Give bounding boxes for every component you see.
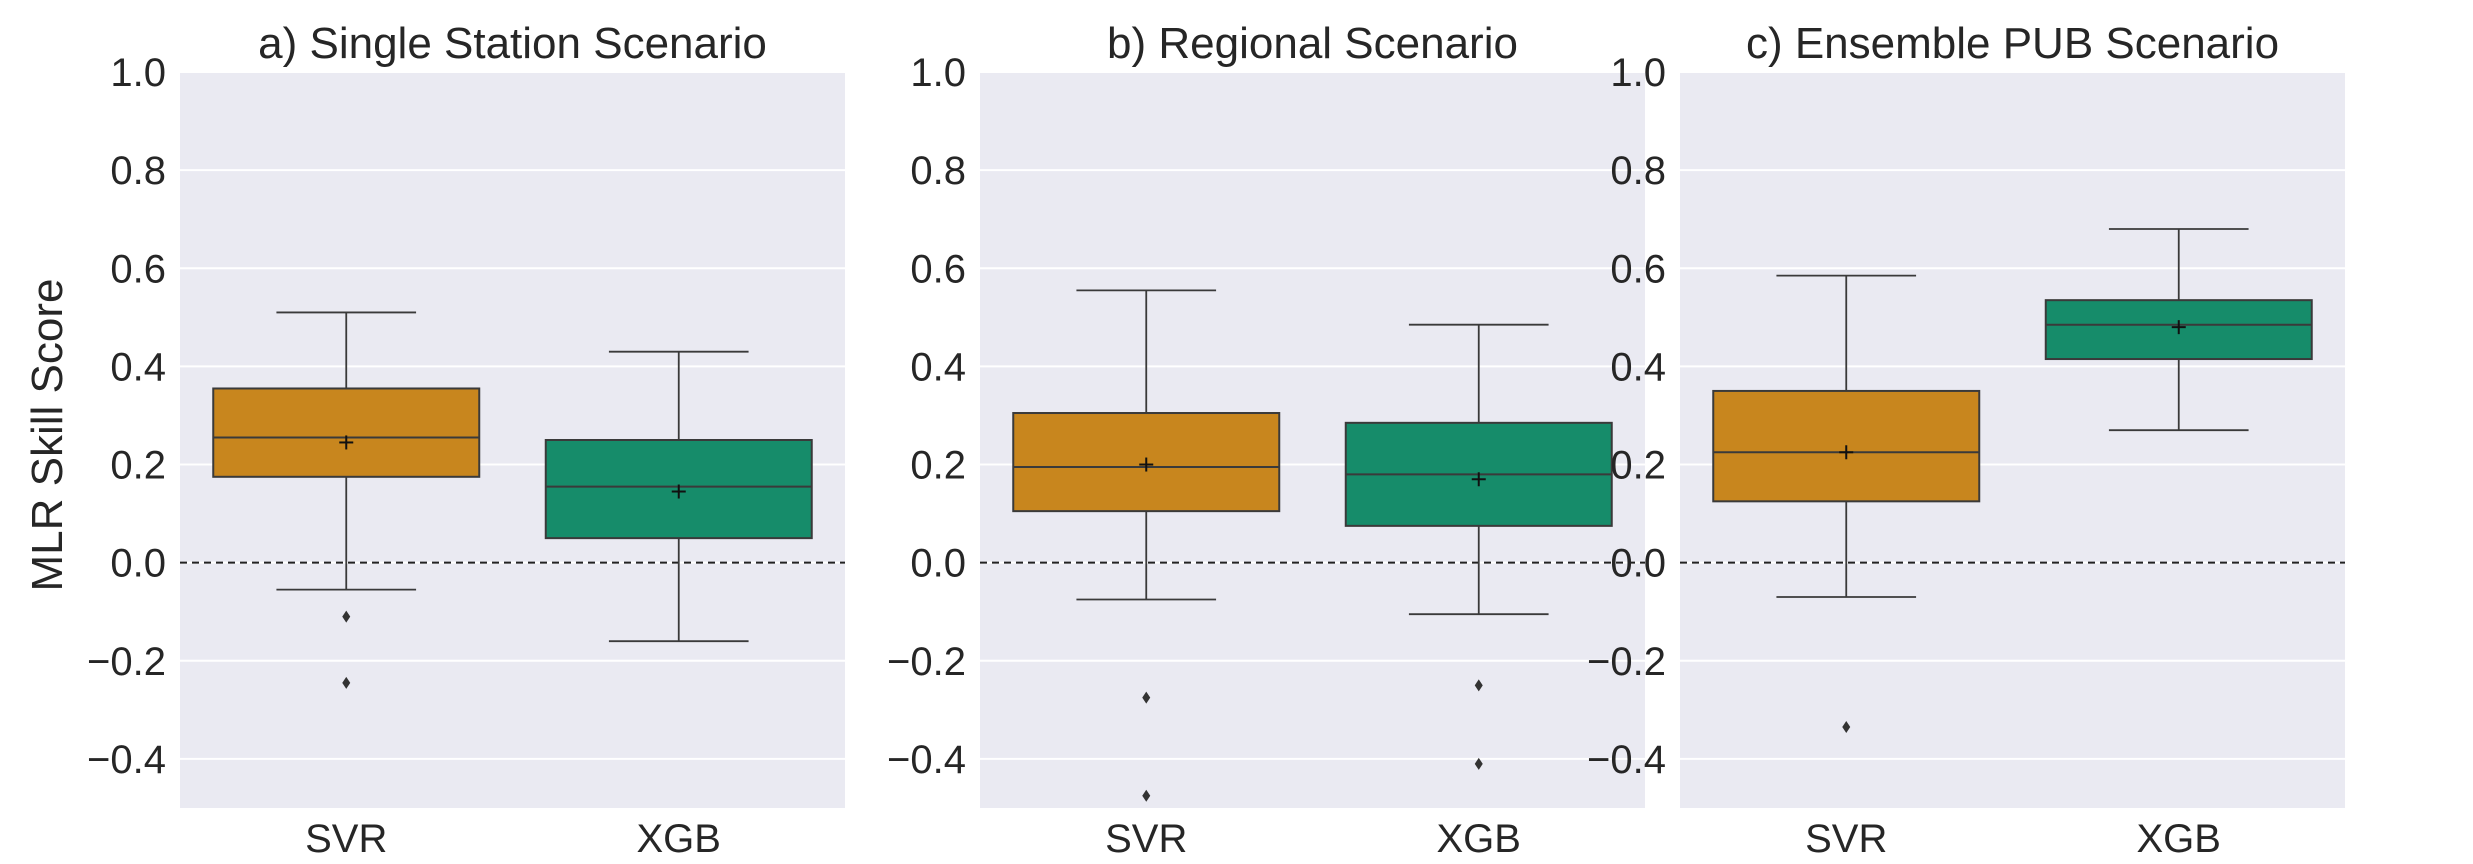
y-tick-label: 0.2 bbox=[110, 444, 166, 488]
x-tick-label: XGB bbox=[2137, 817, 2221, 861]
y-tick-label: 1.0 bbox=[110, 51, 166, 95]
y-tick-label: 0.2 bbox=[1610, 444, 1666, 488]
panel-title: c) Ensemble PUB Scenario bbox=[1746, 19, 2279, 68]
x-tick-label: SVR bbox=[305, 817, 387, 861]
panel-title: b) Regional Scenario bbox=[1107, 19, 1518, 68]
box-svr bbox=[1712, 274, 1981, 734]
y-tick-label: −0.4 bbox=[887, 738, 966, 782]
x-tick-label: SVR bbox=[1805, 817, 1887, 861]
x-tick-label: SVR bbox=[1105, 817, 1187, 861]
panel-3: −0.4 −0.2 0.0 0.2 0.4 0.6 0.8 1.0 c) Ensemble PU… bbox=[1587, 19, 2345, 861]
outlier-point bbox=[342, 676, 351, 689]
y-tick-label: 0.8 bbox=[110, 149, 166, 193]
outlier-point bbox=[1474, 757, 1483, 770]
outlier-point bbox=[1842, 721, 1851, 734]
iqr-box bbox=[212, 387, 481, 478]
iqr-box bbox=[544, 439, 813, 540]
y-tick-label: 0.4 bbox=[910, 345, 966, 389]
x-tick-label: XGB bbox=[1437, 817, 1521, 861]
y-axis-label: MLR Skill Score bbox=[23, 279, 72, 592]
panel-2: −0.4 −0.2 0.0 0.2 0.4 0.6 0.8 1.0 b) Regional Sc… bbox=[887, 19, 1645, 861]
box-svr bbox=[212, 311, 481, 689]
y-tick-label: 0.2 bbox=[910, 444, 966, 488]
y-tick-label: 0.6 bbox=[1610, 247, 1666, 291]
y-tick-label: −0.2 bbox=[1587, 640, 1666, 684]
y-tick-label: 0.4 bbox=[1610, 345, 1666, 389]
outlier-point bbox=[1474, 679, 1483, 692]
panel-1: −0.4 −0.2 0.0 0.2 0.4 0.6 0.8 1.0 a) Single Stat… bbox=[87, 19, 845, 861]
y-tick-label: −0.4 bbox=[1587, 738, 1666, 782]
y-tick-label: −0.2 bbox=[887, 640, 966, 684]
panel-title: a) Single Station Scenario bbox=[258, 19, 767, 68]
box-xgb bbox=[544, 350, 813, 643]
box-xgb bbox=[1344, 323, 1613, 770]
y-tick-label: 1.0 bbox=[910, 51, 966, 95]
y-tick-label: −0.2 bbox=[87, 640, 166, 684]
y-tick-label: −0.4 bbox=[87, 738, 166, 782]
y-tick-label: 1.0 bbox=[1610, 51, 1666, 95]
outlier-point bbox=[1142, 691, 1151, 704]
x-tick-label: XGB bbox=[637, 817, 721, 861]
y-tick-label: 0.0 bbox=[1610, 542, 1666, 586]
y-tick-label: 0.8 bbox=[910, 149, 966, 193]
y-tick-label: 0.4 bbox=[110, 345, 166, 389]
y-tick-label: 0.6 bbox=[910, 247, 966, 291]
box-xgb bbox=[2044, 228, 2313, 432]
y-tick-label: 0.6 bbox=[110, 247, 166, 291]
y-tick-label: 0.8 bbox=[1610, 149, 1666, 193]
panels-group: −0.4 −0.2 0.0 0.2 0.4 0.6 0.8 1.0 a) Single Stat… bbox=[87, 19, 2345, 861]
y-tick-label: 0.0 bbox=[910, 542, 966, 586]
outlier-point bbox=[342, 610, 351, 623]
outlier-point bbox=[1142, 789, 1151, 802]
box-svr bbox=[1012, 289, 1281, 802]
y-tick-label: 0.0 bbox=[110, 542, 166, 586]
